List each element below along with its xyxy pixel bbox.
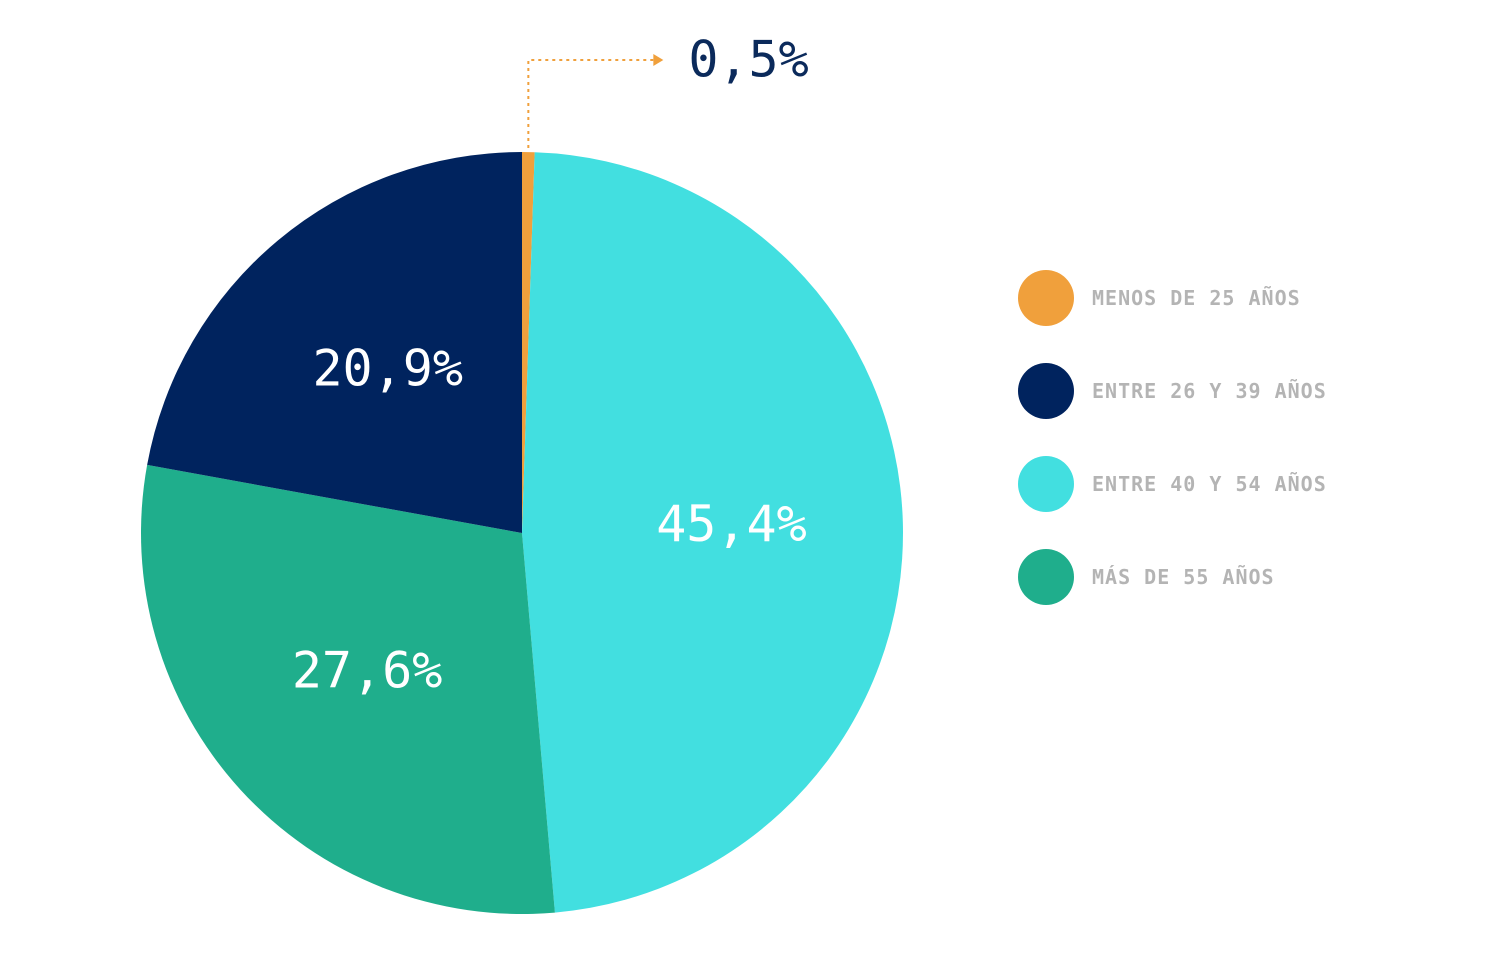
slice-value-label: 27,6% [292,642,443,700]
pie-slices [141,152,904,914]
legend-label: ENTRE 26 Y 39 AÑOS [1092,379,1327,403]
pie-slice-entre-40-y-54-anos [522,152,904,913]
small-slice-callout: 0,5% [527,31,809,149]
callout-arrow-icon [653,54,664,66]
legend-item-entre-26-y-39: ENTRE 26 Y 39 AÑOS [1018,363,1327,419]
legend-item-menos-de-25: MENOS DE 25 AÑOS [1018,270,1327,326]
callout-leader-line [527,59,654,149]
legend: MENOS DE 25 AÑOS ENTRE 26 Y 39 AÑOS ENTR… [1018,270,1327,642]
legend-item-mas-de-55: MÁS DE 55 AÑOS [1018,549,1327,605]
legend-swatch [1018,549,1074,605]
pie-slice-labels: 45,4% 27,6% 20,9% [292,340,807,700]
legend-label: MENOS DE 25 AÑOS [1092,286,1301,310]
callout-value-label: 0,5% [688,31,808,89]
legend-swatch [1018,456,1074,512]
slice-value-label: 20,9% [312,340,463,398]
pie-slice-entre-26-y-39-anos [147,152,522,533]
legend-item-entre-40-y-54: ENTRE 40 Y 54 AÑOS [1018,456,1327,512]
slice-value-label: 45,4% [656,495,807,553]
legend-swatch [1018,270,1074,326]
pie-slice-mas-de-55-anos [141,464,555,914]
legend-label: MÁS DE 55 AÑOS [1092,565,1275,589]
legend-label: ENTRE 40 Y 54 AÑOS [1092,472,1327,496]
legend-swatch [1018,363,1074,419]
pie-slice-menos-de-25-anos [522,152,535,533]
